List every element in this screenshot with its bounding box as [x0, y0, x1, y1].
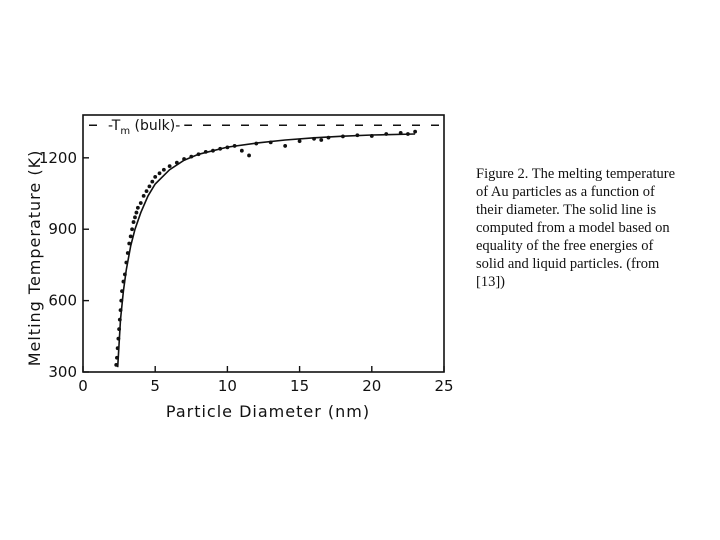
- data-point: [119, 298, 124, 303]
- data-point: [218, 146, 223, 151]
- data-point: [125, 251, 130, 255]
- data-point: [232, 144, 237, 148]
- data-point: [157, 171, 162, 176]
- y-axis-title: Melting Temperature (K): [25, 150, 44, 367]
- data-point: [141, 194, 146, 198]
- caption-line: equality of the free energies of: [476, 238, 654, 254]
- data-point: [144, 189, 149, 194]
- caption-line: their diameter. The solid line is: [476, 202, 657, 218]
- x-tick-label: 15: [290, 377, 309, 395]
- data-point: [174, 160, 179, 165]
- data-point: [398, 130, 403, 135]
- x-tick-label: 0: [78, 377, 88, 395]
- data-point: [239, 148, 244, 153]
- reference-label-subscript: m: [120, 126, 130, 137]
- data-point: [127, 241, 132, 246]
- data-point: [150, 179, 155, 184]
- figure-caption: Figure 2. The melting temperature of Au …: [476, 165, 720, 291]
- data-point: [115, 355, 119, 360]
- data-point: [247, 153, 251, 158]
- data-point: [131, 220, 136, 224]
- data-point: [134, 210, 139, 215]
- data-point: [268, 140, 273, 145]
- x-tick-label: 20: [362, 377, 381, 395]
- data-point: [167, 164, 172, 169]
- model-curve: [116, 133, 416, 368]
- caption-line: [13]): [476, 274, 505, 290]
- data-point: [341, 134, 345, 139]
- data-point: [196, 152, 201, 157]
- data-point: [114, 362, 119, 367]
- data-point: [297, 139, 302, 144]
- data-point: [413, 129, 418, 134]
- reference-line-label: -Tm (bulk)-: [108, 118, 180, 137]
- data-point: [369, 134, 374, 138]
- data-point: [116, 336, 121, 341]
- data-point: [122, 272, 127, 277]
- reference-label-background: [104, 117, 185, 139]
- data-point: [121, 279, 126, 284]
- data-point: [203, 149, 208, 154]
- reference-label-suffix: (bulk)-: [130, 118, 180, 134]
- data-point: [254, 141, 259, 146]
- y-tick-label: 1200: [39, 149, 77, 167]
- caption-line: solid and liquid particles. (from: [476, 256, 660, 272]
- y-tick-label: 600: [48, 292, 77, 310]
- x-tick-label: 10: [218, 377, 237, 395]
- y-tick-label: 300: [48, 363, 77, 381]
- data-point: [384, 132, 389, 136]
- melting-temperature-chart: 0 5 10 15 20 25 300 600 900 1200 -Tm (bulk)- Par…: [25, 114, 454, 421]
- data-point: [211, 148, 215, 153]
- reference-label-prefix: -T: [108, 118, 121, 134]
- data-point: [117, 317, 122, 322]
- data-point: [130, 227, 134, 232]
- data-point: [283, 144, 288, 148]
- x-tick-labels: 0 5 10 15 20 25: [78, 377, 453, 395]
- data-point: [120, 289, 124, 293]
- caption-line: computed from a model based on: [476, 220, 670, 236]
- data-point: [115, 346, 120, 351]
- data-point: [135, 205, 140, 210]
- data-point: [118, 308, 123, 313]
- data-point: [161, 167, 166, 172]
- data-point: [182, 157, 186, 161]
- data-point: [147, 184, 152, 189]
- data-point: [326, 135, 331, 140]
- data-point: [128, 234, 133, 239]
- plot-frame: [82, 114, 445, 373]
- data-point: [319, 138, 324, 142]
- x-axis-title: Particle Diameter (nm): [166, 402, 370, 421]
- data-point: [153, 174, 158, 179]
- tick-marks: [82, 157, 445, 373]
- data-point: [355, 133, 360, 138]
- y-tick-labels: 300 600 900 1200: [39, 149, 77, 381]
- caption-line: Figure 2. The melting temperature: [476, 166, 676, 182]
- data-point: [189, 154, 194, 159]
- data-point: [133, 215, 137, 220]
- data-points: [114, 129, 418, 367]
- x-tick-label: 25: [434, 377, 453, 395]
- data-point: [312, 136, 316, 141]
- data-point: [117, 327, 121, 332]
- data-point: [138, 201, 143, 205]
- x-tick-label: 5: [150, 377, 160, 395]
- data-point: [406, 132, 410, 136]
- caption-line: of Au particles as a function of: [476, 184, 655, 200]
- y-tick-label: 900: [48, 220, 77, 238]
- data-point: [124, 260, 129, 265]
- data-point: [225, 145, 230, 150]
